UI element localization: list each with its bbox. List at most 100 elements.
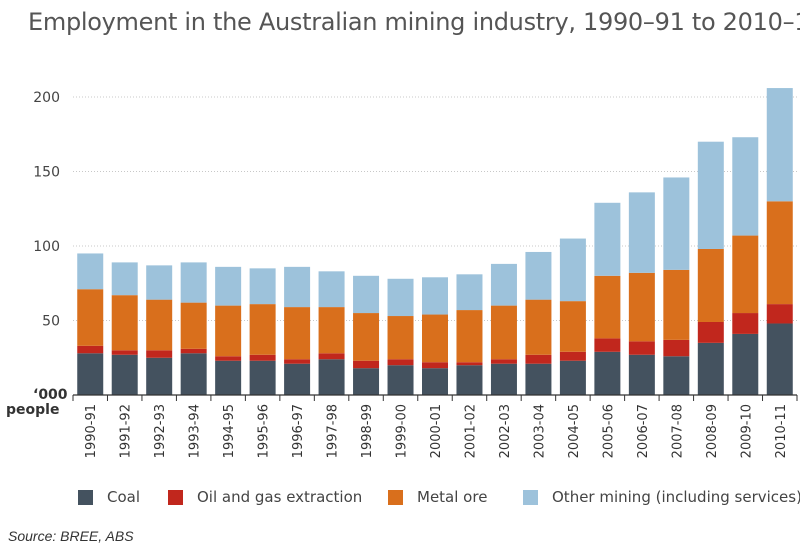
- bar-2003-04-series-0: [525, 363, 552, 395]
- legend-swatch-oil-gas: [168, 489, 183, 505]
- bar-2000-01-series-0: [422, 368, 448, 395]
- bar-2002-03-series-2: [490, 305, 517, 360]
- chart-plot: 50 100 150 200 1990-91 1991-92 1992-93 1993-94 1…: [6, 88, 798, 458]
- source-note: Source: BREE, ABS: [8, 528, 134, 544]
- bar-2005-06-series-2: [594, 275, 621, 339]
- x-tick-label-1991-92: 1991-92: [119, 404, 134, 458]
- bar-2010-11-series-2: [766, 201, 793, 305]
- x-tick-label-1996-97: 1996-97: [291, 404, 306, 458]
- x-tick-label-1995-96: 1995-96: [257, 404, 272, 458]
- bar-2001-02-series-1: [456, 362, 483, 366]
- bar-1991-92-series-1: [111, 350, 138, 355]
- bar-2001-02-series-2: [456, 310, 483, 363]
- bar-2003-04-series-2: [525, 299, 552, 355]
- bar-1995-96-series-3: [249, 268, 276, 305]
- bar-2005-06-series-1: [594, 338, 621, 352]
- bar-1994-95-series-1: [215, 356, 242, 361]
- bar-2003-04-series-3: [525, 251, 552, 300]
- y-tick-label-100: 100: [33, 239, 60, 255]
- bar-1996-97-series-3: [284, 266, 311, 308]
- legend-item-metal-ore: Metal ore: [388, 488, 487, 506]
- bar-2000-01-series-3: [422, 277, 448, 315]
- bar-2009-10-series-0: [732, 333, 759, 395]
- bar-1998-99-series-0: [353, 368, 380, 395]
- bar-1996-97-series-2: [284, 307, 311, 360]
- y-tick-label-50: 50: [42, 314, 60, 330]
- bar-1997-98-series-2: [318, 307, 345, 354]
- bar-1993-94-series-1: [180, 348, 207, 354]
- x-tick-label-1993-94: 1993-94: [188, 404, 203, 458]
- y-tick-label-150: 150: [33, 165, 60, 181]
- x-tick-label-2007-08: 2007-08: [670, 404, 685, 458]
- bar-1991-92-series-3: [111, 262, 138, 296]
- bar-2006-07-series-1: [628, 341, 655, 355]
- bar-1992-93-series-0: [146, 357, 173, 395]
- legend-swatch-other-mining: [523, 489, 538, 505]
- bar-2005-06-series-3: [594, 202, 621, 276]
- bar-2002-03-series-3: [490, 263, 517, 306]
- bar-2004-05-series-2: [559, 301, 586, 352]
- bar-1997-98-series-3: [318, 271, 345, 308]
- bar-1994-95-series-0: [215, 360, 242, 395]
- bar-1998-99-series-1: [353, 360, 380, 369]
- x-tick-label-2008-09: 2008-09: [705, 404, 720, 458]
- bar-1994-95-series-3: [215, 266, 242, 306]
- bar-1997-98-series-0: [318, 359, 345, 395]
- bar-2005-06-series-0: [594, 351, 621, 395]
- bar-2000-01-series-2: [422, 314, 448, 363]
- bar-1993-94-series-2: [180, 302, 207, 349]
- bar-2009-10-series-1: [732, 313, 759, 334]
- bar-2001-02-series-0: [456, 365, 483, 395]
- y-axis-label-unit: ‘000: [33, 387, 68, 403]
- bar-2010-11-series-3: [766, 88, 793, 202]
- legend: Coal Oil and gas extraction Metal ore Ot…: [0, 488, 800, 510]
- bar-2002-03-series-0: [490, 363, 517, 395]
- x-tick-label-1999-00: 1999-00: [395, 404, 410, 458]
- bar-2006-07-series-2: [628, 272, 655, 342]
- bar-2007-08-series-1: [663, 339, 690, 357]
- x-tick-label-1997-98: 1997-98: [326, 404, 341, 458]
- bar-2002-03-series-1: [490, 359, 517, 364]
- bar-1993-94-series-0: [180, 353, 207, 395]
- x-tick-label-2002-03: 2002-03: [498, 404, 513, 458]
- bar-1990-91-series-0: [77, 353, 104, 395]
- x-tick-label-2005-06: 2005-06: [601, 404, 616, 458]
- bar-1995-96-series-1: [249, 354, 276, 361]
- bar-2004-05-series-3: [559, 238, 586, 302]
- bar-1998-99-series-2: [353, 313, 380, 361]
- bar-1999-00-series-2: [387, 316, 414, 360]
- bar-1995-96-series-2: [249, 304, 276, 355]
- bar-2009-10-series-2: [732, 235, 759, 314]
- bar-1992-93-series-3: [146, 265, 173, 300]
- legend-label-metal-ore: Metal ore: [417, 488, 488, 506]
- chart-title: Employment in the Australian mining indu…: [28, 8, 800, 36]
- legend-label-other-mining: Other mining (including services): [552, 488, 800, 506]
- y-tick-label-200: 200: [33, 90, 60, 106]
- bar-2001-02-series-3: [456, 274, 483, 311]
- x-tick-label-2003-04: 2003-04: [532, 404, 547, 458]
- bar-1992-93-series-2: [146, 299, 173, 351]
- bar-2009-10-series-3: [732, 137, 759, 236]
- legend-item-coal: Coal: [78, 488, 140, 506]
- x-tick-label-1994-95: 1994-95: [222, 404, 237, 458]
- bar-2007-08-series-3: [663, 177, 690, 270]
- bar-1990-91-series-3: [77, 253, 104, 290]
- bar-1997-98-series-1: [318, 353, 345, 360]
- y-axis-label-people: people: [6, 402, 59, 418]
- bar-2008-09-series-3: [697, 141, 724, 249]
- legend-swatch-coal: [78, 489, 93, 505]
- bar-2004-05-series-0: [559, 360, 586, 395]
- bar-1999-00-series-1: [387, 359, 414, 366]
- bar-2006-07-series-3: [628, 192, 655, 273]
- bar-1993-94-series-3: [180, 262, 207, 303]
- x-tick-label-1992-93: 1992-93: [153, 404, 168, 458]
- x-tick-label-1998-99: 1998-99: [360, 404, 375, 458]
- legend-swatch-metal-ore: [388, 489, 403, 505]
- bar-1991-92-series-0: [111, 354, 138, 395]
- x-tick-label-2010-11: 2010-11: [774, 404, 789, 458]
- bar-2006-07-series-0: [628, 354, 655, 395]
- bar-2010-11-series-1: [766, 304, 793, 324]
- bar-1999-00-series-3: [387, 278, 414, 317]
- bar-1990-91-series-1: [77, 345, 104, 354]
- bar-2000-01-series-1: [422, 362, 448, 369]
